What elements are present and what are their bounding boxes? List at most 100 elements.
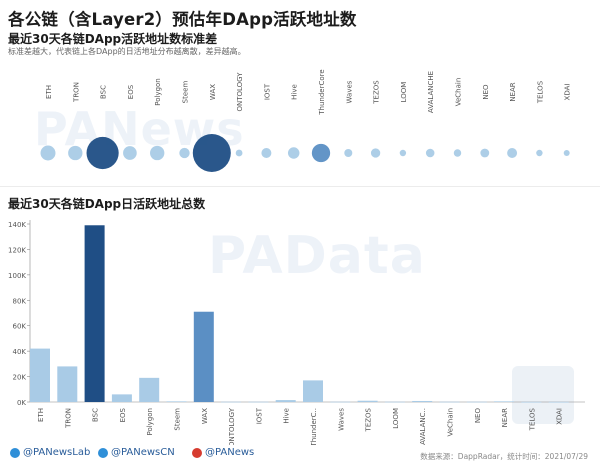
total-bar [330,401,351,403]
total-bar [30,348,50,402]
total-x-tick-label: TRON [64,408,72,429]
twitter-lab-handle: @PANewsLab [23,447,91,458]
total-bar [84,225,105,402]
std-bubble [425,148,435,158]
std-x-tick-label: IOST [263,83,271,100]
total-x-tick-label: NEO [474,408,482,424]
page-title: 各公链（含Layer2）预估年DApp活跃地址数 [8,10,357,29]
std-x-tick-label: Polygon [154,78,162,106]
total-x-tick-label: IOST [255,407,263,424]
std-x-tick-label: LOOM [400,82,408,103]
std-bubble [370,148,381,158]
std-bubble [507,148,518,158]
std-x-tick-label: Hive [291,84,299,100]
std-bubble [563,150,570,156]
std-x-tick-label: XDAI [564,84,572,101]
total-bar [357,400,378,402]
footer-twitter-lab[interactable]: @PANewsLab [10,447,90,458]
total-bar [439,401,460,403]
total-bar [384,401,405,403]
total-x-tick-label: ONTOLOGY [228,407,236,445]
total-x-tick-label: WAX [201,408,209,424]
total-x-tick-label: TEZOS [365,407,373,432]
std-bubble [344,148,353,158]
charts-canvas: ETH TRON BSC EOS Polygon Steem WAX ONTOLOGY IOST… [8,69,585,445]
total-x-tick-label: XDAI [556,408,564,425]
total-bar [57,366,78,402]
std-bubble [192,134,231,172]
std-bubble [150,145,165,161]
std-x-tick-label: TRON [72,82,80,103]
std-bubble [536,149,543,157]
std-x-tick-label: Steem [182,81,190,104]
std-x-tick-label: NEAR [509,82,517,101]
total-x-tick-label: NEAR [501,408,509,427]
std-x-tick-label: ONTOLOGY [236,72,244,112]
total-bar-chart: 0K 20K 40K 60K 80K 100K 120K 140K ETH TRON BSC EOS P… [8,220,585,445]
total-bar [166,401,187,402]
total-x-tick-label: EOS [119,407,127,422]
std-bubble [235,149,243,157]
total-bar [521,401,542,403]
footer-twitter-cn[interactable]: @PANewsCN [98,447,175,458]
std-bubble [311,143,331,163]
std-bubble [179,147,190,159]
std-x-tick-label: Waves [345,80,353,103]
total-x-tick-label: Waves [337,408,345,431]
std-x-tick-label: ThunderCore [318,69,326,115]
total-bar [275,400,296,402]
std-bubble [287,147,300,159]
total-x-tick-label: ThunderC.. [310,408,318,445]
std-bubble [399,149,407,157]
total-bar [412,400,433,402]
std-x-tick-label: WAX [209,84,217,100]
total-x-tick-label: BSC [92,408,100,422]
std-bubble [123,146,137,160]
total-x-tick-label: AVALANC.. [419,408,427,445]
total-bar [466,401,487,403]
y-tick-label: 140K [8,221,26,229]
std-x-tick-label: AVALANCHE [427,71,435,113]
std-bubble [40,145,56,161]
y-tick-label: 20K [13,374,27,382]
std-x-tick-label: NEO [482,84,490,100]
std-bubble [68,145,83,161]
total-bar [193,311,214,402]
std-bubble [86,136,119,170]
weibo-handle: @PANews [205,447,255,458]
total-chart-title: 最近30天各链DApp日活跃地址总数 [8,197,206,211]
total-bar [303,380,323,402]
std-bubble [480,148,490,158]
std-x-tick-label: VeChain [455,78,463,107]
twitter-icon [10,447,20,458]
total-x-tick-label: Hive [283,408,291,424]
std-bubble [453,149,462,157]
total-bar [494,401,515,402]
std-bubble-chart: ETH TRON BSC EOS Polygon Steem WAX ONTOLOGY IOST… [40,69,572,172]
weibo-icon [192,447,202,458]
std-chart-note: 标准差越大，代表链上各DApp的日活地址分布越离散，差异越高。 [8,47,246,56]
total-x-tick-label: Steem [174,408,182,431]
total-bar [248,401,269,403]
total-x-tick-label: ETH [37,408,45,422]
std-x-tick-label: TEZOS [373,80,381,105]
twitter-icon [98,447,108,458]
total-x-tick-label: LOOM [392,408,400,429]
total-x-tick-label: TELOS [528,407,536,431]
y-tick-label: 120K [8,246,26,254]
total-bar [548,401,569,403]
total-x-tick-label: Polygon [146,408,154,436]
y-tick-label: 0K [17,399,26,407]
std-x-tick-label: ETH [45,85,53,99]
std-x-tick-label: BSC [100,85,108,99]
footer-weibo[interactable]: @PANews [192,447,254,458]
data-source: 数据来源：DappRadar，统计时间：2021/07/29 [420,452,588,461]
panews-logo-watermark [512,366,574,424]
std-chart-title: 最近30天各链DApp活跃地址数标准差 [8,32,218,46]
std-x-tick-label: TELOS [536,80,544,104]
total-x-tick-label: VeChain [447,408,455,437]
section-divider [0,186,600,187]
std-x-tick-label: EOS [127,84,135,99]
padata-watermark: PAData [208,226,426,286]
std-bubble [261,148,272,158]
